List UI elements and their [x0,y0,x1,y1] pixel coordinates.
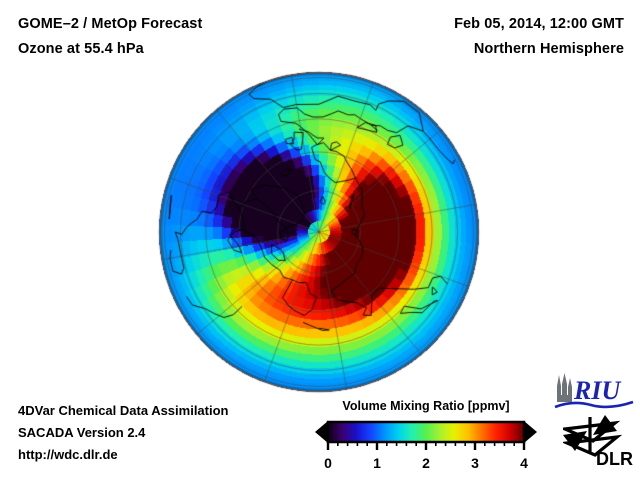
colorbar-title: Volume Mixing Ratio [ppmv] [342,399,510,413]
riu-logo-text: RIU [573,376,621,405]
credits-block: 4DVar Chemical Data Assimilation SACADA … [18,400,318,466]
colorbar-graphic: 0 1 2 3 4 [310,418,542,481]
ozone-orthographic-map [157,70,481,394]
credit-url: http://wdc.dlr.de [18,447,118,462]
colorbar-tick-label: 1 [373,455,381,471]
riu-logo: RIU [551,371,637,413]
riu-logo-svg: RIU [554,373,634,409]
instrument-title: GOME–2 / MetOp Forecast [18,16,203,32]
colorbar-tick-label: 3 [471,455,479,471]
colorbar-extend-min [315,421,328,443]
colorbar-gradient [326,420,526,444]
riu-wave-icon [554,400,634,409]
colorbar-tick-label: 2 [422,455,430,471]
valid-time-label: Feb 05, 2014, 12:00 GMT [454,16,624,32]
colorbar-extend-max [524,421,537,443]
dlr-star-icon [558,415,623,457]
header-left: GOME–2 / MetOp Forecast Ozone at 55.4 hP… [18,12,378,62]
header-right: Feb 05, 2014, 12:00 GMT Northern Hemisph… [324,12,624,62]
hemisphere-label: Northern Hemisphere [473,41,624,57]
colorbar-tick-label: 4 [520,455,528,471]
cologne-cathedral-icon [557,373,572,402]
credit-version: SACADA Version 2.4 [18,425,146,440]
dlr-logo-svg: DLR [558,415,633,469]
credit-method: 4DVar Chemical Data Assimilation [18,403,229,418]
variable-level-title: Ozone at 55.4 hPa [18,41,144,57]
colorbar-svg: 0 1 2 3 4 [315,420,537,471]
colorbar-tick-label: 0 [324,455,332,471]
dlr-logo: DLR [558,413,637,471]
globe-map [157,70,481,394]
colorbar-block: Volume Mixing Ratio [ppmv] 0 1 2 3 4 [310,398,542,481]
dlr-logo-text: DLR [596,449,633,469]
